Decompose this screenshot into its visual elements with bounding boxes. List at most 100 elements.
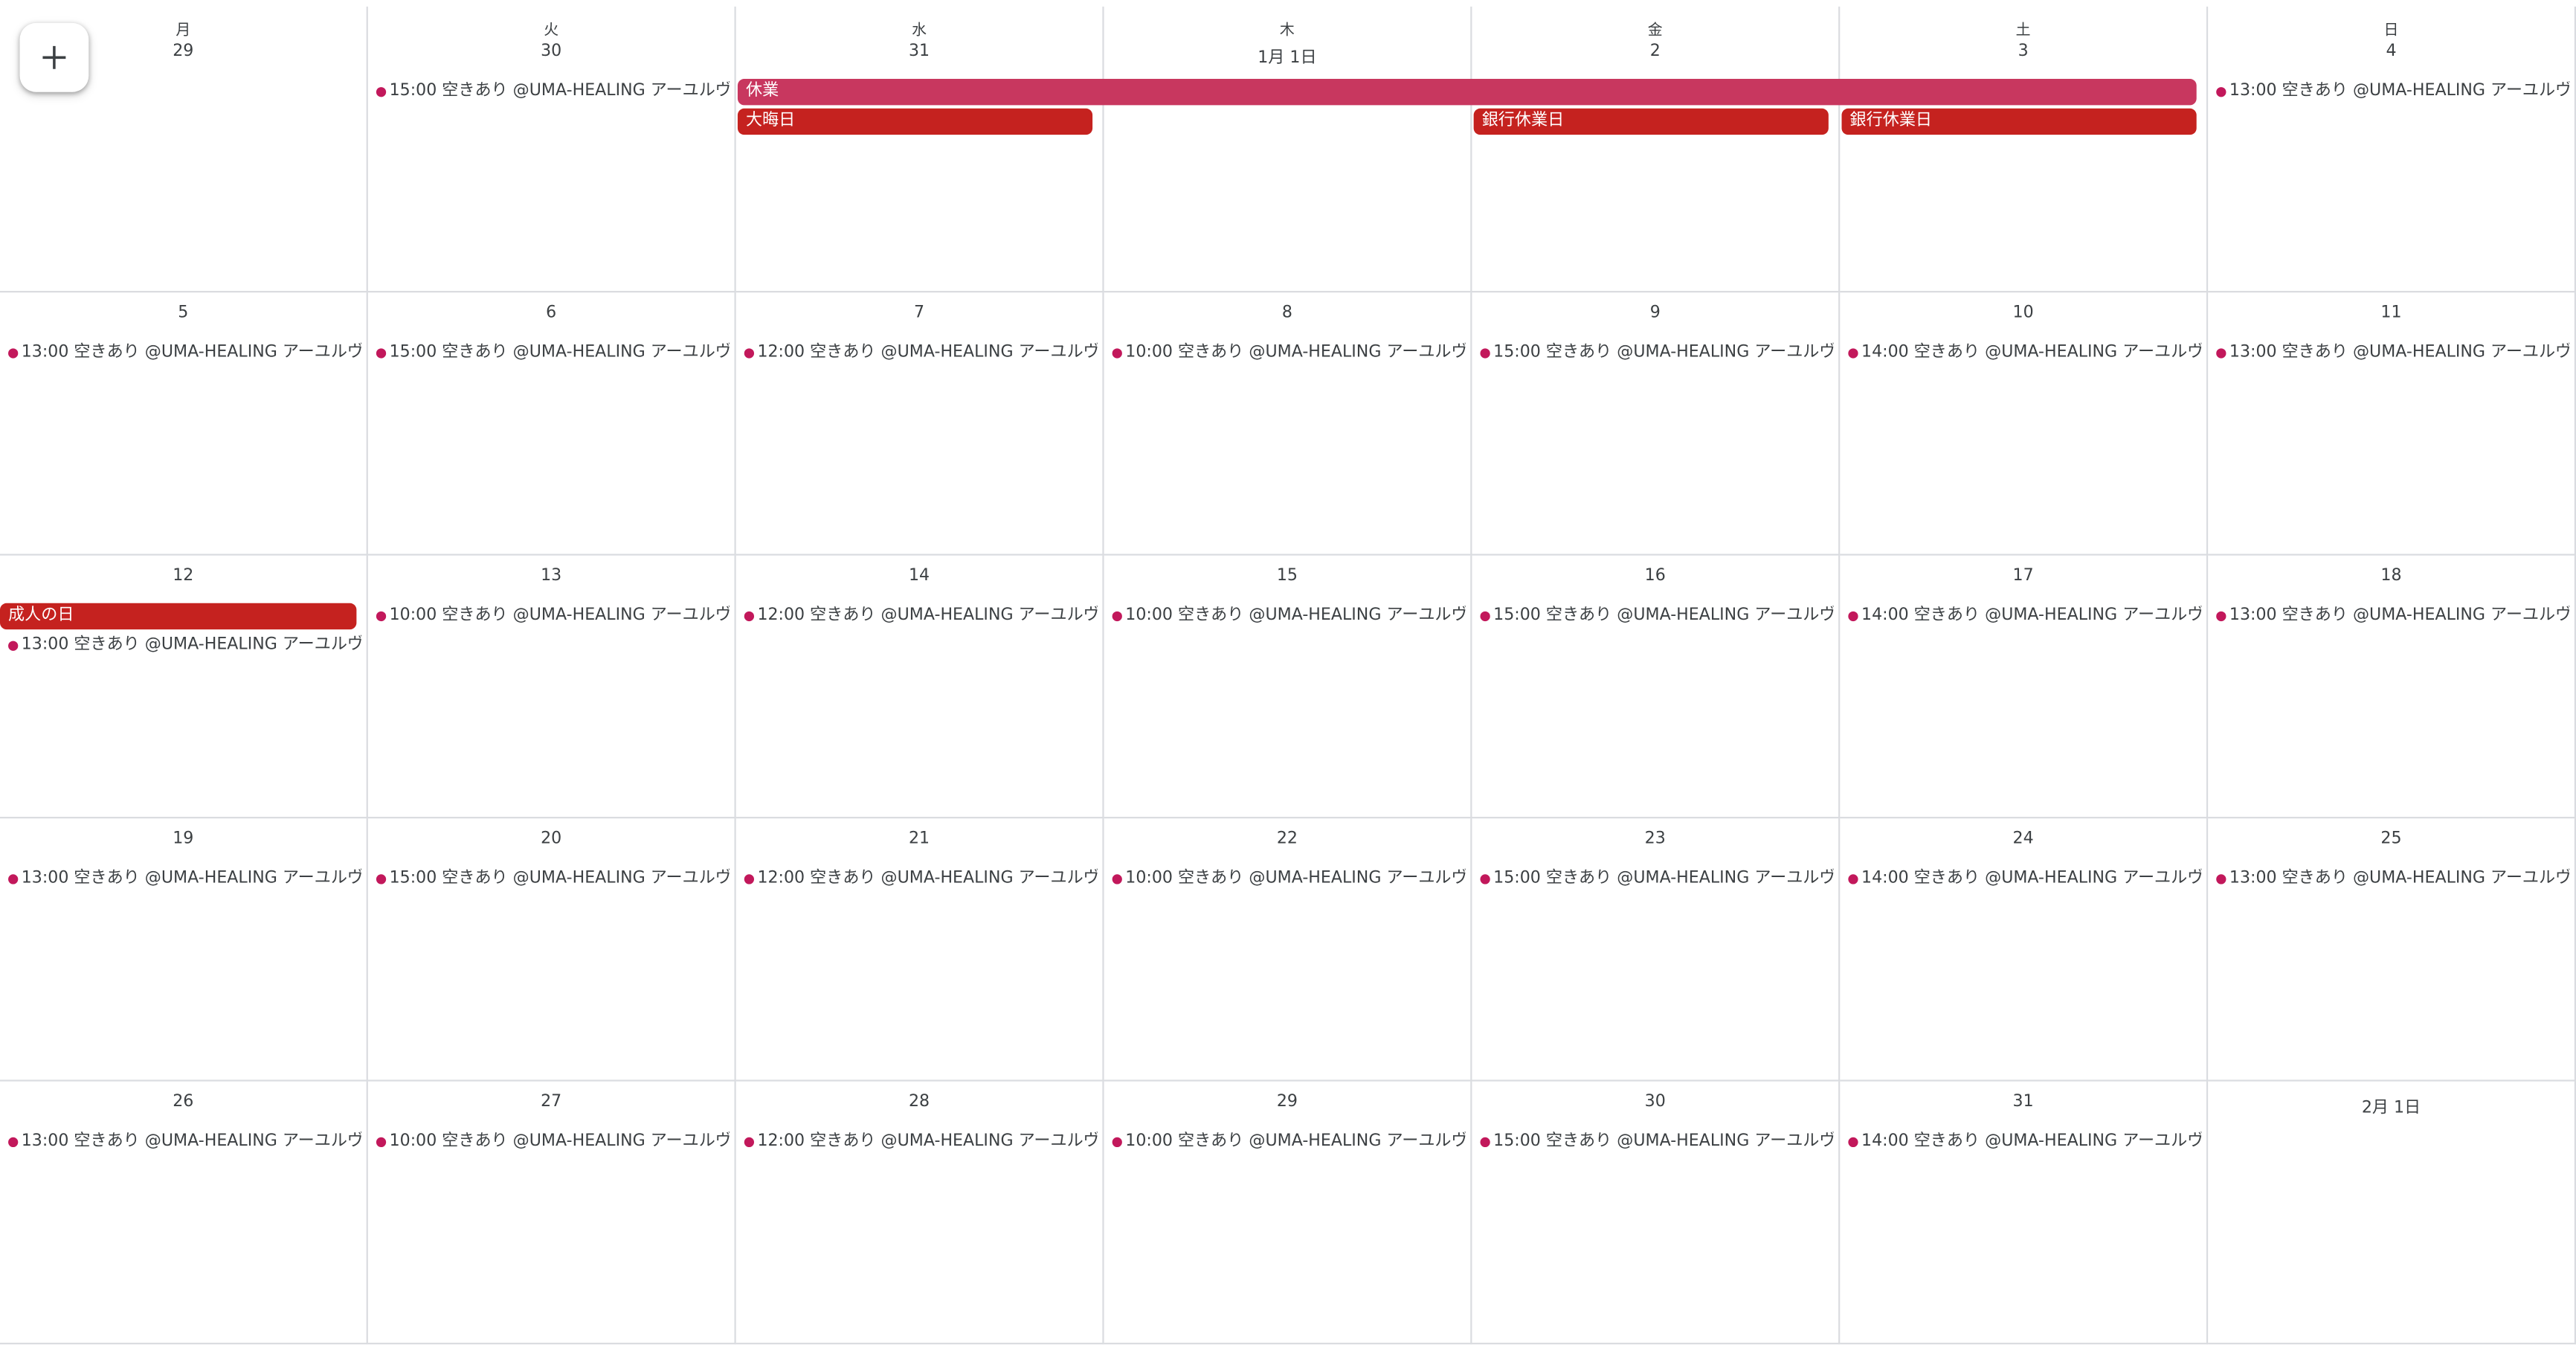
day-cell[interactable]: 24 bbox=[1840, 818, 2209, 1082]
date-label[interactable]: 10 bbox=[2012, 304, 2034, 323]
event[interactable]: 14:00 空きあり @UMA-HEALING アーユルヴェ bbox=[1844, 603, 2201, 629]
date-label[interactable]: 28 bbox=[908, 1093, 930, 1111]
day-cell[interactable]: 18 bbox=[2208, 555, 2576, 819]
event[interactable]: 13:00 空きあり @UMA-HEALING アーユルヴェ bbox=[3, 1129, 361, 1155]
day-cell[interactable]: 木 1月 1日 bbox=[1104, 6, 1472, 293]
date-label[interactable]: 31 bbox=[2012, 1093, 2034, 1111]
event[interactable]: 13:00 空きあり @UMA-HEALING アーユルヴェ bbox=[2212, 340, 2569, 366]
event[interactable]: 10:00 空きあり @UMA-HEALING アーユルヴェ bbox=[1107, 1129, 1466, 1155]
date-label[interactable]: 4 bbox=[2386, 42, 2397, 61]
date-label[interactable]: 31 bbox=[908, 42, 930, 61]
date-label[interactable]: 17 bbox=[2012, 567, 2034, 585]
day-cell[interactable]: 水 31 bbox=[735, 6, 1104, 293]
day-cell[interactable]: 10 bbox=[1840, 292, 2209, 556]
day-cell[interactable]: 27 bbox=[367, 1081, 736, 1345]
date-label[interactable]: 8 bbox=[1281, 304, 1292, 323]
date-label[interactable]: 29 bbox=[1276, 1093, 1298, 1111]
date-label[interactable]: 13 bbox=[541, 567, 562, 585]
event[interactable]: 12:00 空きあり @UMA-HEALING アーユルヴェ bbox=[739, 603, 1098, 629]
day-cell[interactable]: 29 bbox=[1104, 1081, 1472, 1345]
date-label[interactable]: 21 bbox=[908, 829, 930, 848]
date-label[interactable]: 26 bbox=[173, 1093, 194, 1111]
day-cell[interactable]: 9 bbox=[1472, 292, 1841, 556]
event[interactable]: 15:00 空きあり @UMA-HEALING アーユルヴェ bbox=[371, 866, 730, 892]
day-cell[interactable]: 6 bbox=[367, 292, 736, 556]
date-label[interactable]: 1月 1日 bbox=[1258, 49, 1317, 68]
date-label[interactable]: 29 bbox=[173, 42, 194, 61]
date-label[interactable]: 15 bbox=[1276, 567, 1298, 585]
date-label[interactable]: 5 bbox=[178, 304, 189, 323]
create-button[interactable] bbox=[19, 22, 89, 92]
event[interactable]: 15:00 空きあり @UMA-HEALING アーユルヴェ bbox=[371, 340, 730, 366]
day-cell[interactable]: 30 bbox=[1472, 1081, 1841, 1345]
date-label[interactable]: 9 bbox=[1649, 304, 1661, 323]
date-label[interactable]: 25 bbox=[2380, 829, 2402, 848]
holiday-chip[interactable]: 銀行休業日 bbox=[1473, 108, 1829, 135]
day-cell[interactable]: 2月 1日 bbox=[2208, 1081, 2576, 1345]
holiday-chip[interactable]: 銀行休業日 bbox=[1841, 108, 2197, 135]
multi-day-event[interactable]: 休業 bbox=[737, 79, 2197, 106]
event[interactable]: 14:00 空きあり @UMA-HEALING アーユルヴェ bbox=[1844, 340, 2201, 366]
day-cell[interactable]: 23 bbox=[1472, 818, 1841, 1082]
day-cell[interactable]: 21 bbox=[735, 818, 1104, 1082]
date-label[interactable]: 22 bbox=[1276, 829, 1298, 848]
event[interactable]: 13:00 空きあり @UMA-HEALING アーユルヴェ bbox=[2212, 866, 2569, 892]
day-cell[interactable]: 12 bbox=[0, 555, 368, 819]
day-cell[interactable]: 16 bbox=[1472, 555, 1841, 819]
day-cell[interactable]: 14 bbox=[735, 555, 1104, 819]
event[interactable]: 15:00 空きあり @UMA-HEALING アーユルヴェ bbox=[371, 79, 730, 105]
event[interactable]: 13:00 空きあり @UMA-HEALING アーユルヴェ bbox=[3, 866, 361, 892]
event[interactable]: 10:00 空きあり @UMA-HEALING アーユルヴェ bbox=[1107, 340, 1466, 366]
day-cell[interactable]: 5 bbox=[0, 292, 368, 556]
event[interactable]: 13:00 空きあり @UMA-HEALING アーユルヴェ bbox=[2212, 79, 2569, 105]
event[interactable]: 15:00 空きあり @UMA-HEALING アーユルヴェ bbox=[1475, 340, 1833, 366]
date-label[interactable]: 11 bbox=[2380, 304, 2402, 323]
date-label[interactable]: 30 bbox=[1644, 1093, 1666, 1111]
date-label[interactable]: 24 bbox=[2012, 829, 2034, 848]
event[interactable]: 13:00 空きあり @UMA-HEALING アーユルヴェ bbox=[3, 633, 361, 659]
holiday-chip[interactable]: 成人の日 bbox=[0, 603, 357, 630]
day-cell[interactable]: 26 bbox=[0, 1081, 368, 1345]
date-label[interactable]: 23 bbox=[1644, 829, 1666, 848]
event[interactable]: 15:00 空きあり @UMA-HEALING アーユルヴェ bbox=[1475, 603, 1833, 629]
event[interactable]: 10:00 空きあり @UMA-HEALING アーユルヴェ bbox=[1107, 603, 1466, 629]
date-label[interactable]: 16 bbox=[1644, 567, 1666, 585]
date-label[interactable]: 2 bbox=[1649, 42, 1661, 61]
event[interactable]: 14:00 空きあり @UMA-HEALING アーユルヴェ bbox=[1844, 866, 2201, 892]
event[interactable]: 10:00 空きあり @UMA-HEALING アーユルヴェ bbox=[371, 1129, 730, 1155]
event[interactable]: 13:00 空きあり @UMA-HEALING アーユルヴェ bbox=[3, 340, 361, 366]
date-label[interactable]: 18 bbox=[2380, 567, 2402, 585]
holiday-chip[interactable]: 大晦日 bbox=[737, 108, 1093, 135]
date-label[interactable]: 3 bbox=[2018, 42, 2029, 61]
day-cell[interactable]: 17 bbox=[1840, 555, 2209, 819]
event[interactable]: 14:00 空きあり @UMA-HEALING アーユルヴェ bbox=[1844, 1129, 2201, 1155]
day-cell[interactable]: 22 bbox=[1104, 818, 1472, 1082]
day-cell[interactable]: 火 30 bbox=[367, 6, 736, 293]
day-cell[interactable]: 19 bbox=[0, 818, 368, 1082]
event[interactable]: 10:00 空きあり @UMA-HEALING アーユルヴェ bbox=[371, 603, 730, 629]
event[interactable]: 15:00 空きあり @UMA-HEALING アーユルヴェ bbox=[1475, 866, 1833, 892]
day-cell[interactable]: 13 bbox=[367, 555, 736, 819]
event[interactable]: 12:00 空きあり @UMA-HEALING アーユルヴェ bbox=[739, 340, 1098, 366]
day-cell[interactable]: 11 bbox=[2208, 292, 2576, 556]
date-label[interactable]: 6 bbox=[546, 304, 557, 323]
date-label[interactable]: 12 bbox=[173, 567, 194, 585]
day-cell[interactable]: 31 bbox=[1840, 1081, 2209, 1345]
day-cell[interactable]: 15 bbox=[1104, 555, 1472, 819]
event[interactable]: 13:00 空きあり @UMA-HEALING アーユルヴェ bbox=[2212, 603, 2569, 629]
date-label[interactable]: 30 bbox=[541, 42, 562, 61]
day-cell[interactable]: 25 bbox=[2208, 818, 2576, 1082]
date-label[interactable]: 20 bbox=[541, 829, 562, 848]
event[interactable]: 12:00 空きあり @UMA-HEALING アーユルヴェ bbox=[739, 1129, 1098, 1155]
date-label[interactable]: 2月 1日 bbox=[2361, 1099, 2421, 1118]
day-cell[interactable]: 月 29 bbox=[0, 6, 368, 293]
day-cell[interactable]: 7 bbox=[735, 292, 1104, 556]
date-label[interactable]: 19 bbox=[173, 829, 194, 848]
date-label[interactable]: 14 bbox=[908, 567, 930, 585]
date-label[interactable]: 7 bbox=[914, 304, 925, 323]
event[interactable]: 10:00 空きあり @UMA-HEALING アーユルヴェ bbox=[1107, 866, 1466, 892]
date-label[interactable]: 27 bbox=[541, 1093, 562, 1111]
